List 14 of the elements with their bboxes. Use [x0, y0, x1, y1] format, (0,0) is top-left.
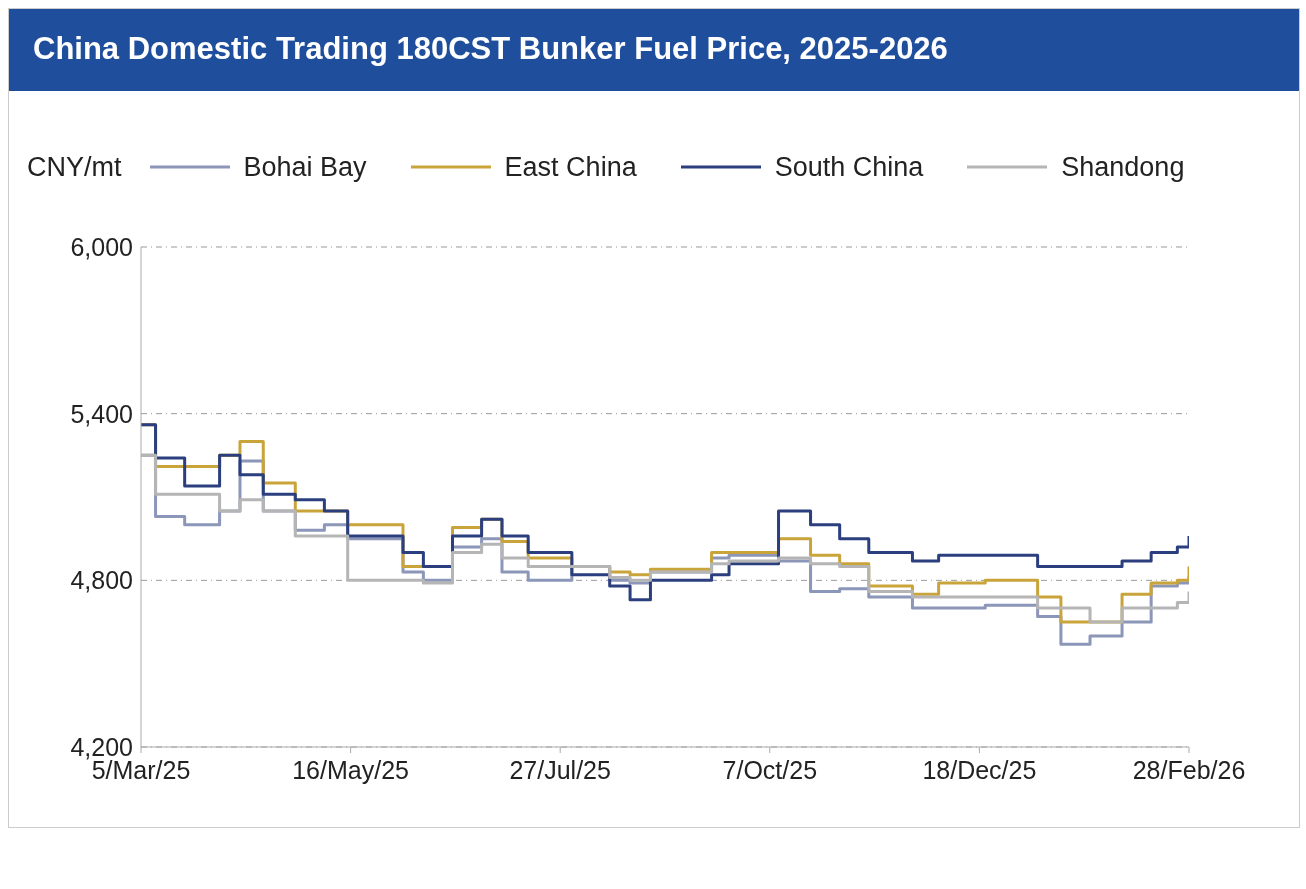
x-tick-label: 18/Dec/25 [922, 755, 1037, 784]
y-tick-label: 4,800 [70, 566, 133, 595]
y-tick-label: 6,000 [70, 232, 133, 261]
y-axis-title: CNY/mt [27, 151, 122, 183]
legend-label: East China [504, 151, 637, 183]
x-tick-label: 16/May/25 [292, 755, 409, 784]
x-tick-label: 7/Oct/25 [722, 755, 818, 784]
x-tick-label: 28/Feb/26 [1132, 755, 1246, 784]
x-tick-label: 27/Jul/25 [509, 755, 611, 784]
legend-label: Shandong [1061, 151, 1185, 183]
legend-label: South China [774, 151, 924, 183]
y-tick-label: 5,400 [70, 399, 133, 428]
legend-label: Bohai Bay [243, 151, 367, 183]
chart-title: China Domestic Trading 180CST Bunker Fuel Price, 2025-2026 [9, 9, 1299, 91]
